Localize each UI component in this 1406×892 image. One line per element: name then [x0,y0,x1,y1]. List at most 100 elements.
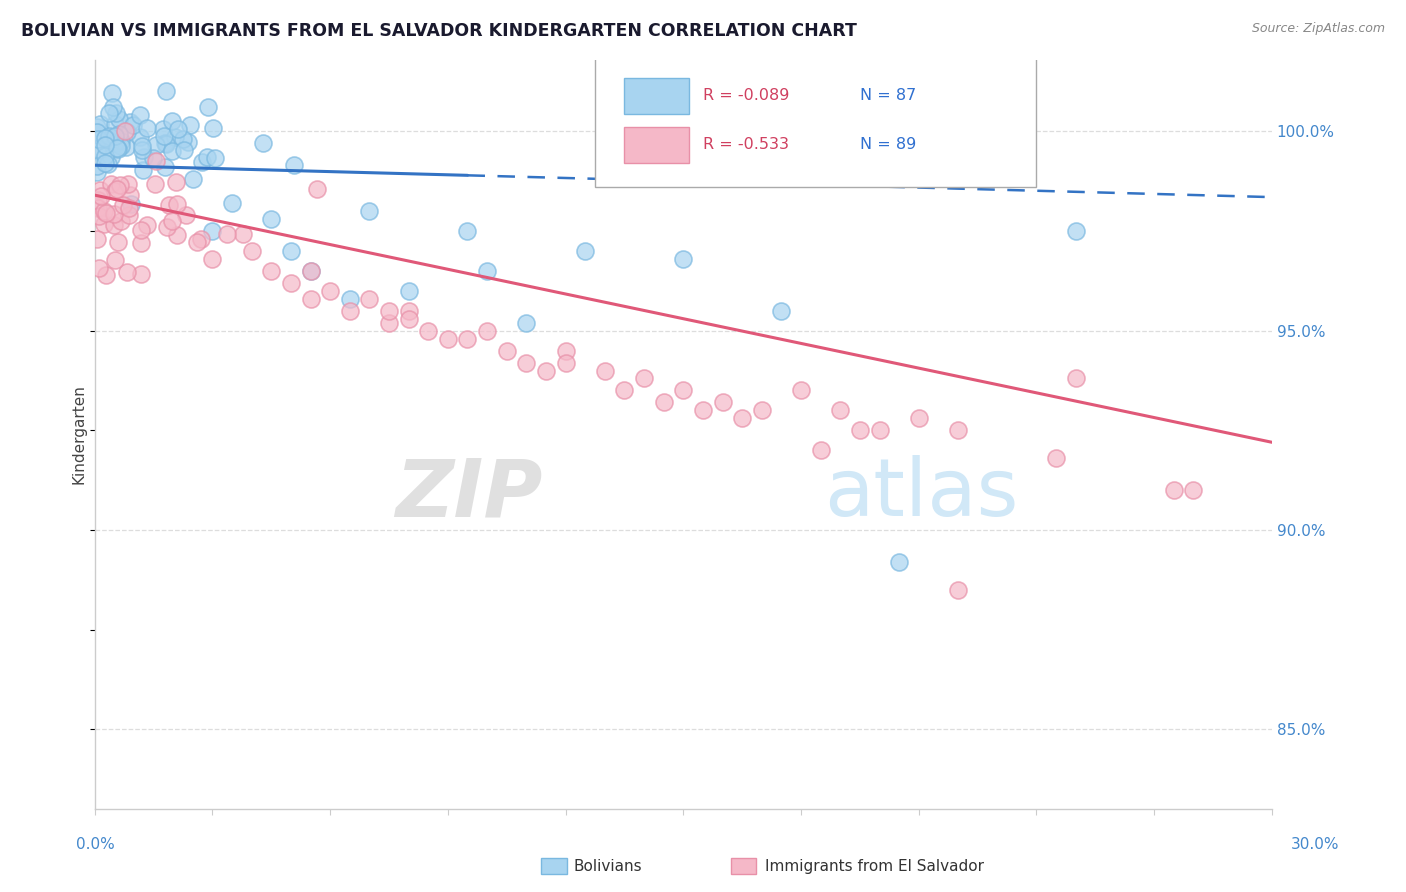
Point [93,204,115,219]
Point [162,113,184,128]
Point [131,143,153,157]
Point [339,303,361,318]
Point [110,214,132,228]
Point [94,131,117,145]
Text: N = 89: N = 89 [860,136,917,152]
FancyBboxPatch shape [624,127,689,163]
Point [155,84,177,98]
Point [129,267,152,281]
Point [100,149,122,163]
Point [830,403,852,417]
Point [946,423,969,437]
Point [232,227,254,241]
Point [181,172,204,186]
Point [1163,483,1185,497]
Point [790,384,813,398]
Point [120,188,142,202]
Point [94,149,117,163]
Point [97,106,120,120]
Point [104,136,127,150]
Text: ZIP: ZIP [395,455,543,533]
Point [152,121,174,136]
Point [252,136,274,150]
Point [437,332,460,346]
Point [475,324,498,338]
Point [160,214,183,228]
Point [93,156,115,170]
Point [107,142,129,156]
Point [143,178,166,192]
Point [86,120,108,135]
Point [87,193,110,207]
Point [166,228,188,243]
Point [90,189,112,203]
Text: Bolivians: Bolivians [574,859,643,873]
Point [86,125,108,139]
Point [94,268,117,282]
Point [155,136,177,151]
Point [593,363,616,377]
Point [157,198,180,212]
Point [204,151,226,165]
Point [534,363,557,377]
Point [731,411,754,425]
Point [104,128,127,143]
Point [104,106,127,120]
Point [283,158,305,172]
Point [101,100,124,114]
Point [946,582,969,597]
Point [117,177,139,191]
Point [613,384,636,398]
Point [118,201,141,215]
Point [104,184,127,198]
Point [98,128,121,143]
Point [191,155,214,169]
Point [86,232,108,246]
Text: Source: ZipAtlas.com: Source: ZipAtlas.com [1251,22,1385,36]
Point [177,135,200,149]
Point [260,264,283,278]
Point [280,244,302,258]
Point [162,145,184,159]
Point [280,276,302,290]
Point [94,206,117,220]
Point [378,316,401,330]
Point [86,164,108,178]
Point [217,227,239,241]
Point [122,118,145,132]
Y-axis label: Kindergarten: Kindergarten [72,384,86,484]
Point [770,303,793,318]
Point [260,212,283,227]
Point [107,112,129,127]
Point [1064,224,1087,238]
Point [87,210,110,224]
Point [475,264,498,278]
Point [104,117,127,131]
Point [554,355,576,369]
Point [398,284,420,298]
Point [89,142,111,156]
Point [515,355,537,369]
Point [132,163,155,178]
Point [456,332,478,346]
Point [173,144,195,158]
Point [398,303,420,318]
Point [93,217,115,231]
Point [201,252,224,266]
Point [120,196,142,211]
Point [398,311,420,326]
Point [87,260,110,275]
Point [97,130,120,145]
Point [155,160,177,174]
Point [107,235,129,249]
Point [105,182,128,196]
Point [118,208,141,222]
Point [1064,371,1087,385]
Point [495,343,517,358]
Point [378,303,401,318]
Text: R = -0.089: R = -0.089 [703,88,790,103]
Point [87,131,110,145]
Point [136,121,159,136]
Point [418,324,440,338]
Point [359,292,381,306]
